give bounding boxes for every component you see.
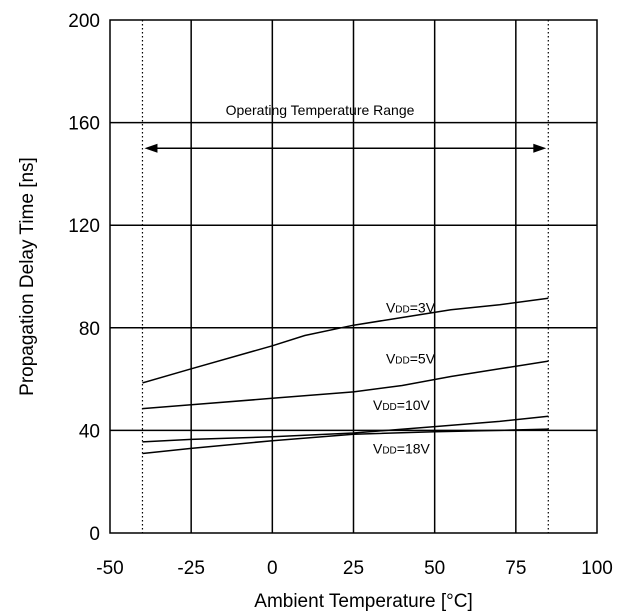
series-label: VDD=10V — [373, 397, 431, 413]
y-tick-labels: 0 40 80 120 160 200 — [68, 11, 100, 545]
y-tick-label: 160 — [68, 114, 100, 135]
operating-range: Operating Temperature Range — [141, 20, 549, 533]
y-tick-label: 120 — [68, 216, 100, 237]
arrowhead-right — [533, 143, 547, 153]
series-label: VDD=18V — [373, 440, 431, 456]
x-axis-title: Ambient Temperature [°C] — [254, 591, 472, 612]
series-line — [142, 428, 549, 455]
x-tick-label: -25 — [177, 558, 204, 579]
x-tick-label: 25 — [343, 558, 364, 579]
series-line — [142, 297, 549, 384]
x-tick-labels: -50 -25 0 25 50 75 100 — [96, 558, 613, 579]
y-axis-title: Propagation Delay Time [ns] — [17, 157, 38, 396]
y-tick-label: 200 — [68, 11, 100, 32]
series-label: VDD=5V — [386, 351, 436, 367]
arrowhead-left — [144, 143, 158, 153]
x-tick-label: 0 — [267, 558, 278, 579]
y-tick-label: 40 — [79, 421, 100, 442]
operating-range-label: Operating Temperature Range — [226, 102, 415, 118]
y-tick-label: 0 — [89, 524, 100, 545]
plot-frame — [109, 19, 598, 534]
series-lines: VDD=3V VDD=5V VDD=10V VDD=18V — [142, 297, 549, 456]
x-tick-label: -50 — [96, 558, 123, 579]
x-tick-label: 75 — [505, 558, 526, 579]
grid — [110, 20, 597, 533]
x-tick-label: 100 — [581, 558, 613, 579]
x-tick-label: 50 — [424, 558, 445, 579]
series-line — [142, 360, 549, 410]
series-line — [142, 415, 549, 443]
series-label: VDD=3V — [386, 299, 436, 315]
y-tick-label: 80 — [79, 319, 100, 340]
